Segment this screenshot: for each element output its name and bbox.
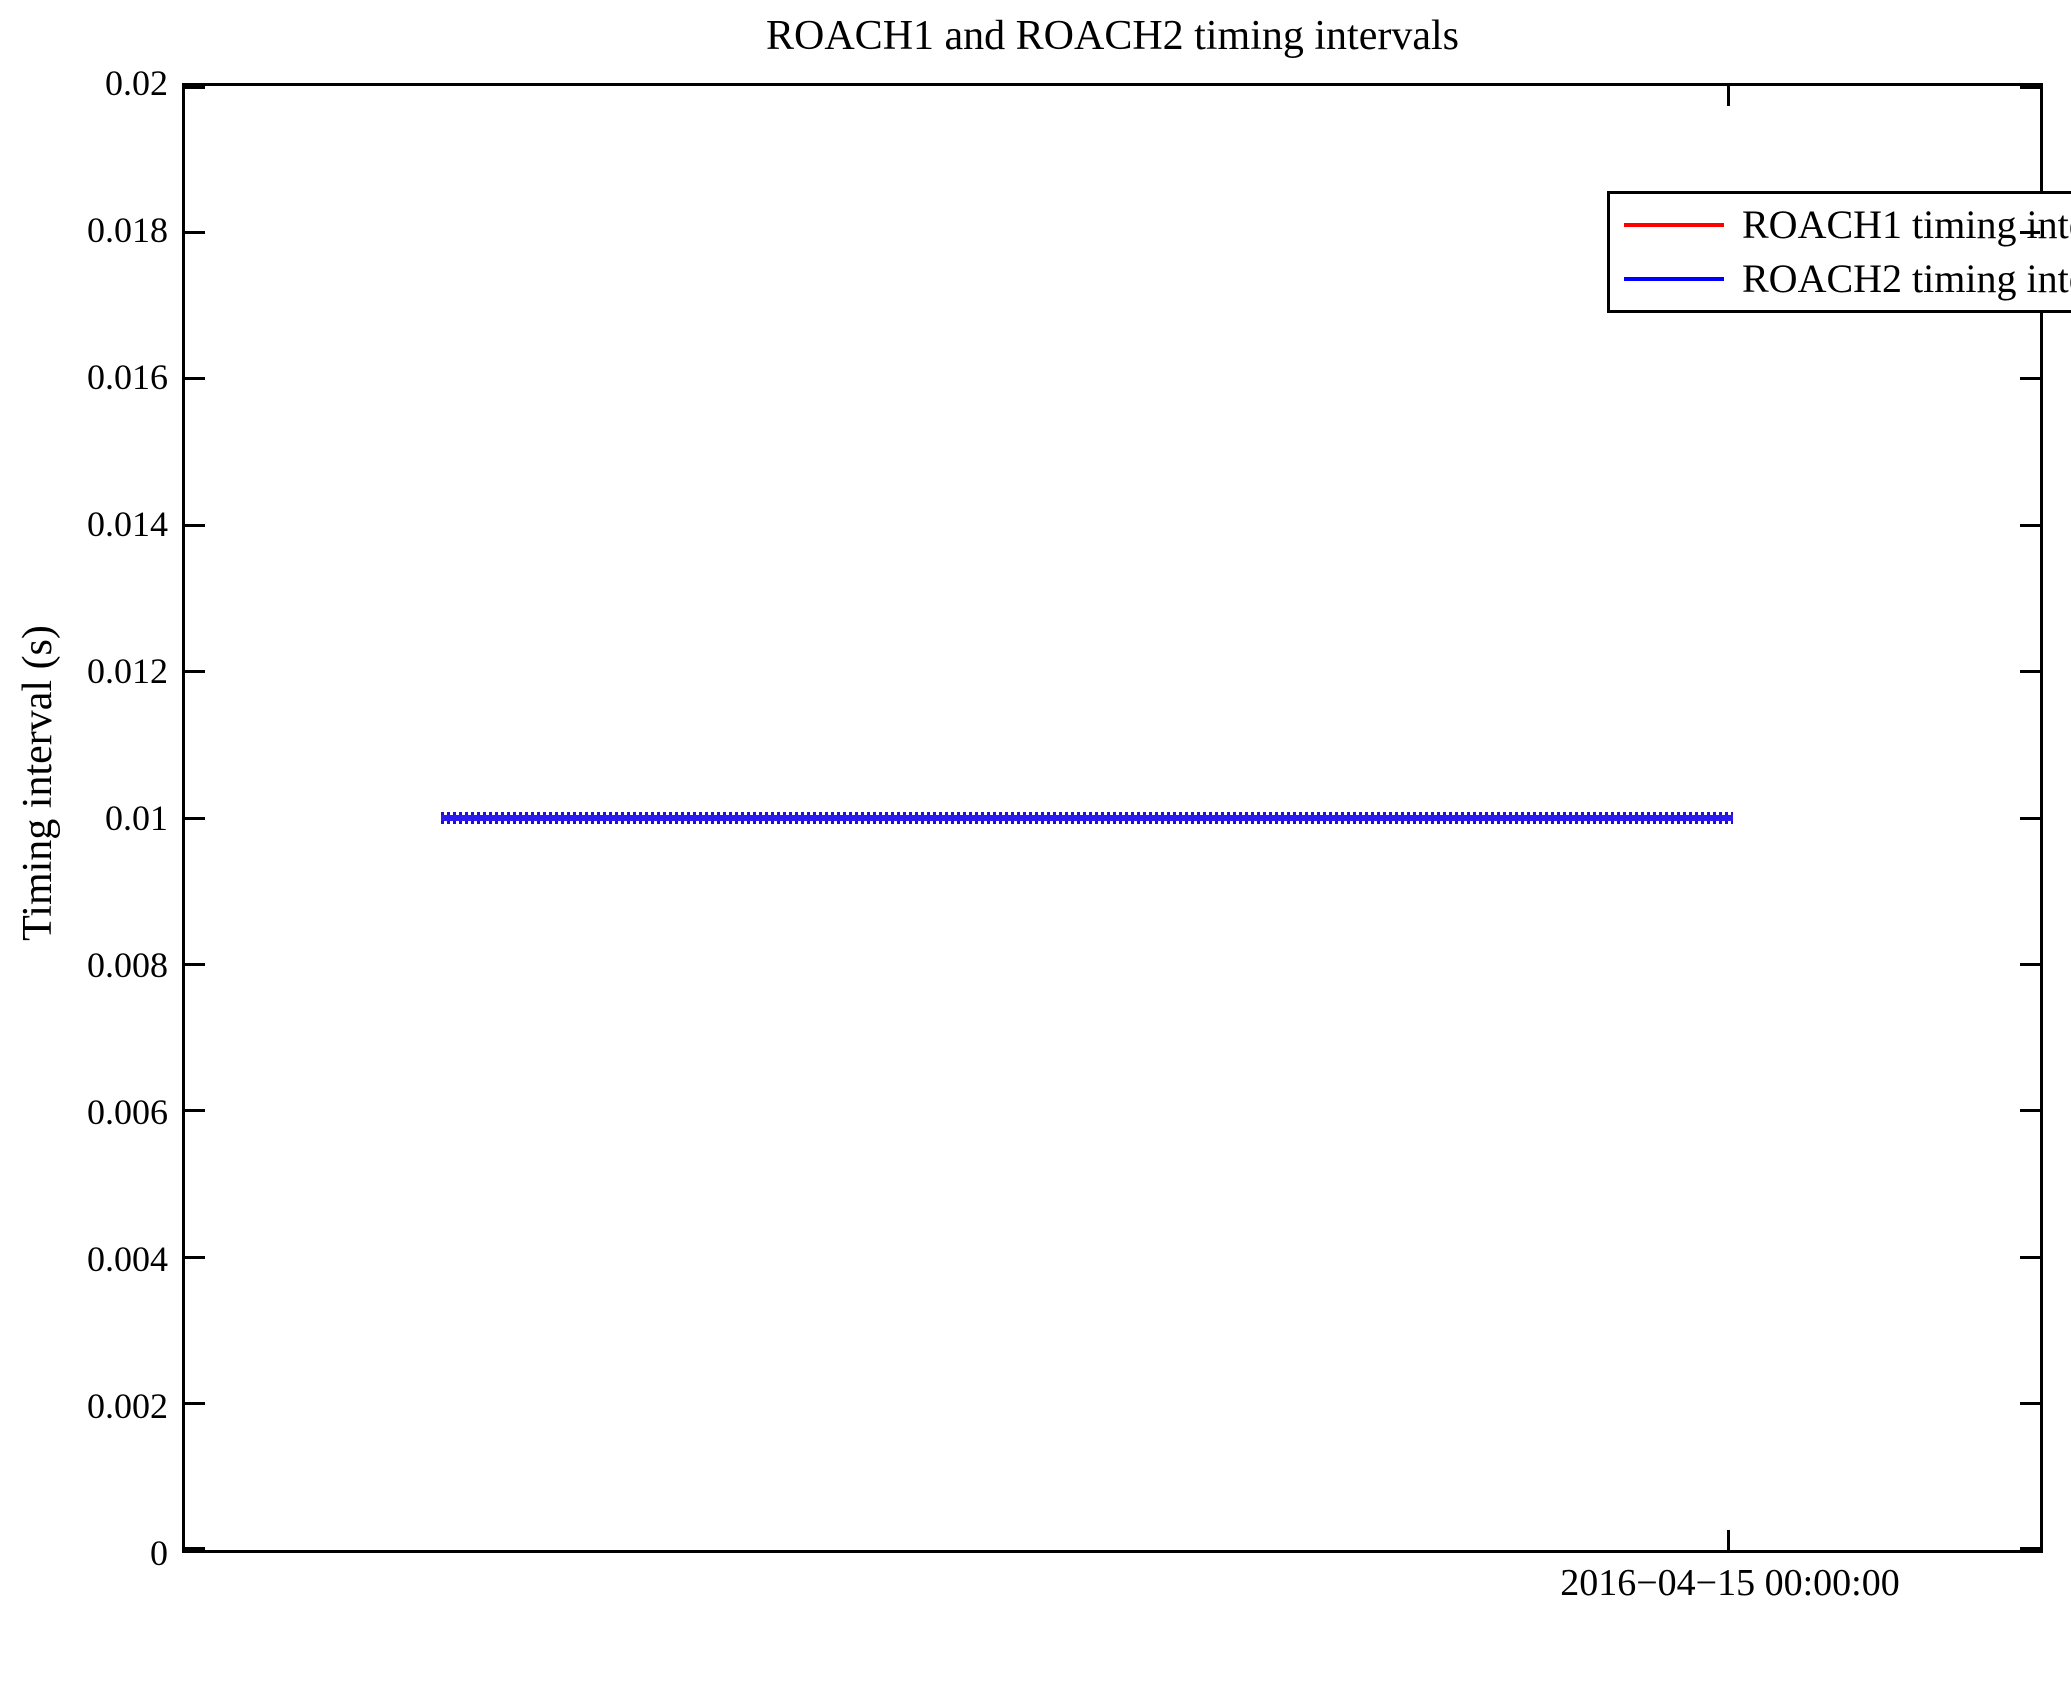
y-tick-mark-left (185, 1402, 205, 1406)
y-tick-mark-right (2020, 670, 2040, 674)
y-tick-mark-right (2020, 86, 2040, 89)
legend-box: ROACH1 timing interval ROACH2 timing int… (1607, 191, 2071, 313)
x-tick-mark-bottom (1727, 1530, 1730, 1550)
y-tick-mark-left (185, 377, 205, 381)
legend-line-sample-roach1 (1624, 222, 1724, 227)
y-tick-mark-left (185, 1255, 205, 1259)
x-tick-label: 2016−04−15 00:00:00 (1560, 1562, 1900, 1604)
y-tick-mark-right (2020, 1547, 2040, 1550)
y-tick-label: 0.002 (87, 1386, 168, 1426)
y-tick-label: 0.008 (87, 945, 168, 985)
series-line-roach2 (441, 812, 1733, 824)
y-tick-mark-left (185, 962, 205, 966)
y-tick-mark-right (2020, 1255, 2040, 1259)
x-tick-mark-top (1727, 86, 1730, 106)
y-tick-mark-left (185, 86, 205, 89)
plot-area: ROACH1 timing interval ROACH2 timing int… (182, 83, 2071, 1553)
y-tick-mark-left (185, 670, 205, 674)
y-tick-mark-right (2020, 962, 2040, 966)
y-tick-mark-left (185, 230, 205, 234)
y-tick-label: 0.018 (87, 210, 168, 250)
y-tick-mark-right (2020, 377, 2040, 381)
y-tick-mark-left (185, 523, 205, 527)
y-tick-label: 0.006 (87, 1092, 168, 1132)
y-tick-mark-left (185, 816, 205, 820)
y-tick-label: 0.016 (87, 357, 168, 397)
y-tick-mark-right (2020, 1109, 2040, 1113)
y-tick-mark-right (2020, 230, 2040, 234)
chart-title: ROACH1 and ROACH2 timing intervals (766, 13, 1459, 59)
y-tick-label: 0 (150, 1533, 168, 1573)
y-tick-label: 0.014 (87, 504, 168, 544)
y-tick-label: 0.004 (87, 1239, 168, 1279)
y-tick-mark-left (185, 1547, 205, 1550)
legend-row-roach2: ROACH2 timing interval (1610, 255, 2071, 303)
legend-label-roach2: ROACH2 timing interval (1742, 256, 2071, 302)
legend-row-roach1: ROACH1 timing interval (1610, 201, 2071, 249)
y-tick-mark-right (2020, 1402, 2040, 1406)
legend-label-roach1: ROACH1 timing interval (1742, 201, 2071, 247)
y-tick-label: 0.012 (87, 651, 168, 691)
legend-line-sample-roach2 (1624, 277, 1724, 282)
y-tick-label: 0.02 (105, 63, 168, 103)
y-tick-mark-right (2020, 523, 2040, 527)
y-tick-mark-left (185, 1109, 205, 1113)
y-tick-label: 0.01 (105, 798, 168, 838)
y-tick-mark-right (2020, 816, 2040, 820)
